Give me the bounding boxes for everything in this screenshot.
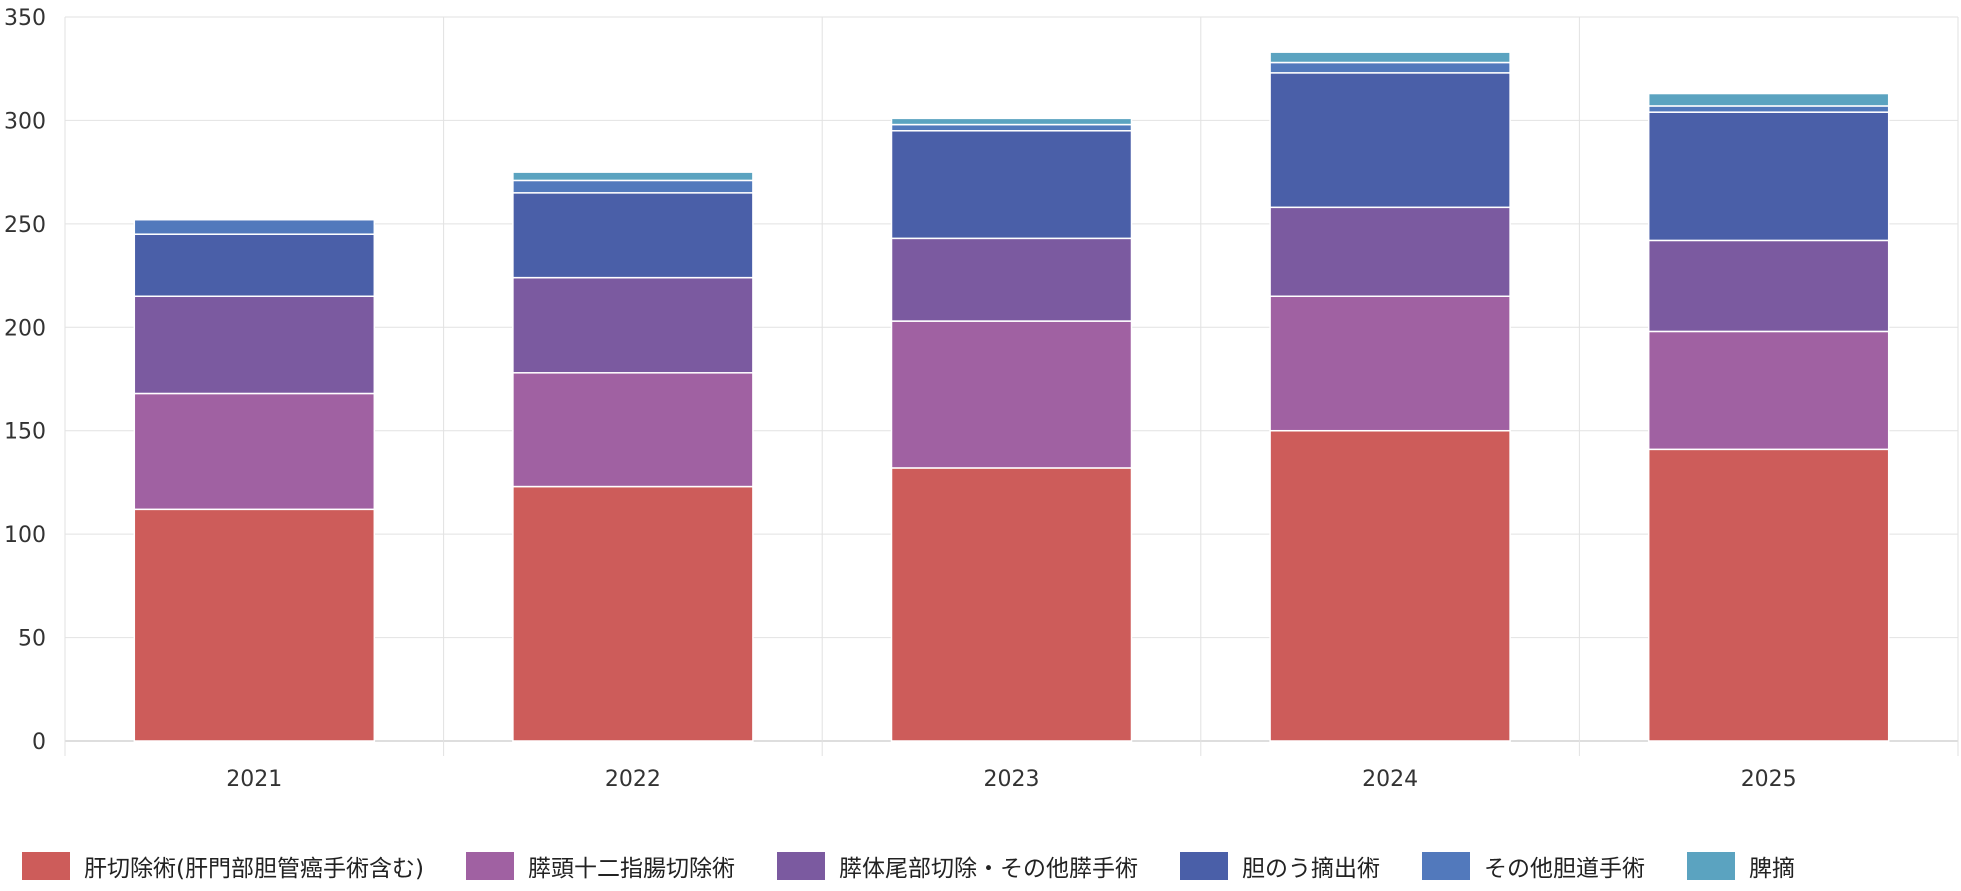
legend-item: 肝切除術(肝門部胆管癌手術含む) xyxy=(22,849,424,883)
bar-segment xyxy=(890,117,1133,126)
legend-label: 脾摘 xyxy=(1748,856,1795,882)
x-tick-label: 2022 xyxy=(605,767,661,792)
legend-swatch xyxy=(1686,852,1735,880)
legend-swatch xyxy=(1421,852,1470,880)
bar-segment xyxy=(512,485,754,742)
bar-segment xyxy=(133,295,376,395)
bar-segment xyxy=(890,237,1133,322)
bar-segment xyxy=(133,233,376,298)
x-tick-label: 2024 xyxy=(1362,767,1418,792)
legend-item: 脾摘 xyxy=(1686,849,1795,883)
bar-segment xyxy=(512,192,754,279)
bar-segment xyxy=(512,171,754,182)
bar-segment xyxy=(1647,111,1890,242)
legend-swatch xyxy=(1179,852,1228,880)
bar-segment xyxy=(1269,295,1511,432)
bar-segment xyxy=(1647,105,1890,113)
y-tick-label: 50 xyxy=(18,627,46,652)
bar-segment xyxy=(1647,330,1890,451)
legend-label: 肝切除術(肝門部胆管癌手術含む) xyxy=(84,856,424,882)
legend-item: 膵頭十二指腸切除術 xyxy=(465,849,735,883)
bar-segment xyxy=(1269,51,1511,64)
bar-segment xyxy=(1647,92,1890,107)
bar-segment xyxy=(512,179,754,194)
x-tick-label: 2021 xyxy=(226,767,282,792)
bar-segment xyxy=(1269,61,1511,74)
bar-segment xyxy=(890,130,1133,240)
bar-segment xyxy=(1269,429,1511,742)
axes: 0 50 100 150 200 250 300 350 2021 2022 2023 2024 202… xyxy=(4,6,1797,792)
y-tick-label: 200 xyxy=(4,316,46,341)
legend-swatch xyxy=(776,852,825,880)
bar-segment xyxy=(512,372,754,488)
legend-swatch xyxy=(465,852,514,880)
legend-label: 膵頭十二指腸切除術 xyxy=(527,856,735,882)
y-tick-label: 100 xyxy=(4,523,46,548)
bar-segment xyxy=(890,123,1133,132)
legend-item: 膵体尾部切除・その他膵手術 xyxy=(776,849,1138,883)
y-tick-label: 250 xyxy=(4,213,46,238)
y-tick-label: 300 xyxy=(4,109,46,134)
bar-segment xyxy=(1647,239,1890,333)
legend-item: 胆のう摘出術 xyxy=(1179,849,1380,883)
legend-label: 膵体尾部切除・その他膵手術 xyxy=(838,856,1138,882)
bar-segment xyxy=(1647,448,1890,742)
legend: 肝切除術(肝門部胆管癌手術含む) 膵頭十二指腸切除術 膵体尾部切除・その他膵手術 胆の… xyxy=(22,850,1837,882)
legend-item: その他胆道手術 xyxy=(1421,849,1645,883)
bar-segment xyxy=(133,508,376,742)
bar-segment xyxy=(1269,206,1511,298)
bars xyxy=(133,51,1890,742)
bar-segment xyxy=(890,467,1133,742)
bar-segment xyxy=(133,392,376,511)
bar-segment xyxy=(512,276,754,374)
legend-label: 胆のう摘出術 xyxy=(1241,856,1380,882)
bar-segment xyxy=(133,218,376,235)
y-tick-label: 0 xyxy=(32,730,46,755)
y-tick-label: 350 xyxy=(4,6,46,31)
legend-label: その他胆道手術 xyxy=(1483,856,1645,882)
x-tick-label: 2025 xyxy=(1741,767,1797,792)
y-tick-label: 150 xyxy=(4,420,46,445)
bar-segment xyxy=(1269,72,1511,209)
legend-swatch xyxy=(22,852,70,880)
x-tick-label: 2023 xyxy=(984,767,1040,792)
bar-segment xyxy=(890,320,1133,469)
